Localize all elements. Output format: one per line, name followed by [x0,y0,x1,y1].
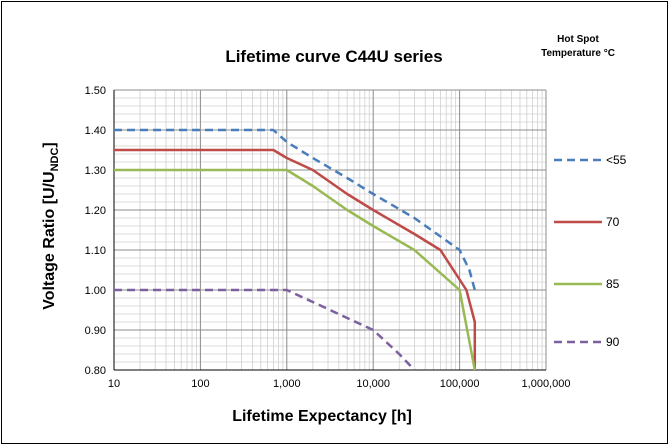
series-line-55lt [114,128,477,291]
x-tick-label: 1,000 [273,378,301,390]
y-tick-label: 1.10 [85,245,106,257]
y-tick-label: 1.30 [85,165,106,177]
legend-title-line1: Hot Spot [557,34,599,45]
legend-label: <55 [606,153,627,167]
series-line-90 [114,288,416,371]
y-tick-label: 0.80 [85,365,106,377]
y-tick-label: 1.50 [85,85,106,97]
y-axis-title-main: Voltage Ratio [U/U [41,171,58,309]
x-tick-label: 10 [108,378,120,390]
y-tick-label: 1.20 [85,205,106,217]
tick-layer: 10 100 1,000 10,000 100,000 1,000,000 0.80 0.90… [85,85,571,390]
legend-title-line2: Temperature °C [541,48,615,59]
y-tick-label: 0.90 [85,325,106,337]
x-tick-label: 1,000,000 [522,378,571,390]
chart-title: Lifetime curve C44U series [225,47,442,66]
x-tick-label: 10,000 [356,378,390,390]
series-layer [114,128,477,371]
grid-layer [113,89,547,371]
legend-label: 85 [606,277,620,291]
y-axis-title-end: ] [41,142,58,147]
legend-label: 70 [606,215,620,229]
x-axis-title: Lifetime Expectancy [h] [232,408,412,425]
legend-layer: <55 70 85 90 [554,153,627,349]
y-axis-title: Voltage Ratio [U/UNDC] [41,142,61,310]
legend-label: 90 [606,335,620,349]
y-tick-label: 1.40 [85,125,106,137]
series-line-85 [114,168,477,371]
y-axis-title-sub: NDC [49,148,61,172]
x-tick-label: 100,000 [440,378,480,390]
x-tick-label: 100 [191,378,209,390]
series-line-70 [114,148,477,370]
y-tick-label: 1.00 [85,285,106,297]
